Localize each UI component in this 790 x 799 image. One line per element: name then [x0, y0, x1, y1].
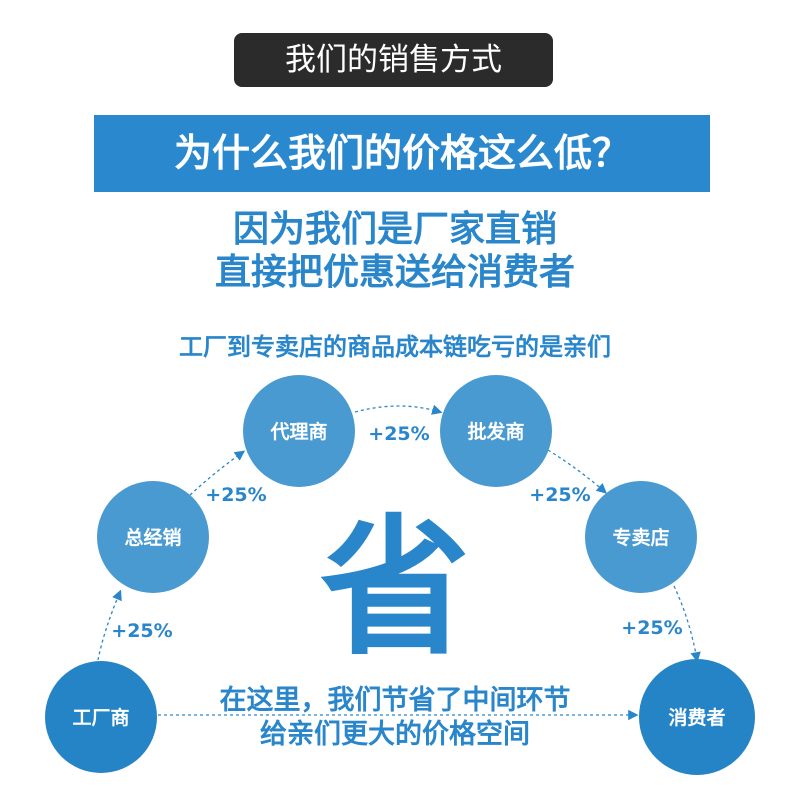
node-label: 批发商 — [467, 420, 524, 443]
node-circle — [440, 375, 552, 487]
chain-caption: 工厂到专卖店的商品成本链吃亏的是亲们 — [179, 333, 611, 361]
reason-line-1: 因为我们是厂家直销 — [232, 209, 557, 250]
page-title: 我们的销售方式 — [234, 33, 553, 87]
markup-label: +25% — [205, 484, 266, 506]
markup-label: +25% — [529, 484, 590, 506]
node-label: 专卖店 — [612, 526, 669, 549]
node-circle — [243, 375, 355, 487]
center-char: 省 — [320, 502, 470, 676]
node-label: 代理商 — [269, 420, 327, 443]
markup-label: +25% — [368, 423, 429, 445]
node-label: 总经销 — [124, 526, 181, 549]
arrow-4 — [547, 449, 607, 494]
node-circle — [639, 659, 755, 775]
arrow-5 — [673, 585, 701, 663]
banner: 为什么我们的价格这么低？ — [94, 115, 710, 192]
bottom-line-2: 给亲们更大的价格空间 — [260, 719, 530, 750]
node-circle — [45, 661, 157, 773]
node-label: 工厂商 — [72, 706, 129, 729]
markup-label: +25% — [111, 620, 172, 642]
arrow-2 — [189, 450, 246, 496]
node-circle — [97, 481, 209, 593]
markup-label: +25% — [621, 617, 682, 639]
bottom-line-1: 在这里，我们节省了中间环节 — [219, 685, 571, 716]
arrow-3 — [354, 404, 443, 415]
node-label: 消费者 — [668, 706, 725, 729]
node-circle — [585, 481, 697, 593]
reason-line-2: 直接把优惠送给消费者 — [214, 252, 575, 293]
